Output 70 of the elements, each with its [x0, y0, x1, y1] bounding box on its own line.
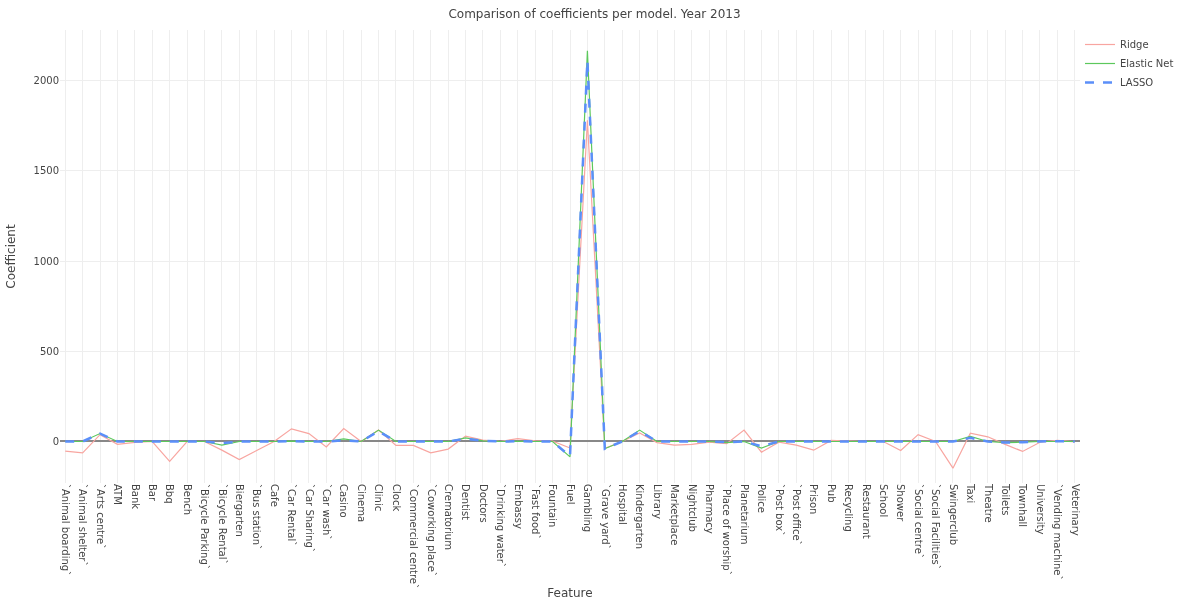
x-tick-label: `Bus station`	[251, 484, 263, 551]
x-tick-label: Planetarium	[738, 484, 750, 545]
x-tick-label: `Vending machine`	[1052, 484, 1064, 581]
x-tick-label: `Grave yard`	[599, 484, 611, 550]
x-tick-label: `Social Facilities`	[930, 484, 942, 570]
x-tick-label: Casino	[338, 484, 350, 518]
x-tick-label: Police	[756, 484, 768, 513]
y-axis-title: Coefficient	[3, 224, 18, 289]
x-axis-title: Feature	[547, 585, 593, 600]
y-tick-label: 2000	[33, 75, 59, 87]
x-tick-label: Library	[651, 484, 663, 520]
x-tick-label: `Car wash`	[321, 484, 333, 541]
y-tick-label: 0	[52, 435, 59, 447]
x-tick-label: University	[1034, 484, 1046, 535]
x-tick-label: Marketplace	[669, 484, 681, 546]
x-tick-label: Doctors	[477, 484, 489, 523]
x-tick-label: Theatre	[982, 483, 994, 523]
x-tick-label: Embassy	[512, 484, 524, 529]
x-tick-label: Shower	[895, 484, 907, 523]
y-tick-label: 1000	[33, 255, 59, 267]
x-tick-label: `Place of worship`	[721, 484, 733, 576]
x-tick-label: `Car Rental`	[286, 484, 298, 547]
x-tick-label: Toilets	[999, 483, 1011, 516]
x-tick-label: Gambling	[582, 484, 594, 533]
chart-title: Comparison of coefficients per model. Year 2013	[448, 6, 741, 21]
y-tick-label: 500	[39, 345, 59, 357]
x-tick-label: Fountain	[547, 484, 559, 528]
x-tick-label: Crematorium	[442, 484, 454, 550]
x-tick-label: Pub	[825, 484, 837, 503]
x-tick-label: Cinema	[355, 484, 367, 523]
x-tick-label: Fuel	[564, 484, 576, 505]
legend-label: Ridge	[1120, 39, 1149, 51]
x-tick-label: Bench	[181, 484, 193, 516]
x-tick-label: Restaurant	[860, 484, 872, 539]
x-tick-label: Recycling	[843, 484, 855, 532]
x-tick-label: Townhall	[1017, 483, 1029, 528]
x-tick-label: Bar	[147, 484, 158, 502]
x-tick-label: Bank	[129, 484, 141, 510]
x-tick-label: School	[878, 484, 890, 518]
x-tick-label: `Commercial centre`	[408, 484, 420, 589]
x-tick-label: Swingerclub	[947, 484, 959, 545]
x-tick-label: `Coworking place`	[425, 484, 437, 577]
x-tick-label: Clock	[390, 484, 402, 512]
x-tick-label: `Social centre`	[912, 484, 924, 559]
x-tick-label: Bbq	[164, 484, 176, 504]
x-tick-label: Kindergarten	[634, 484, 646, 550]
x-tick-label: `Bicycle Rental`	[216, 484, 228, 565]
x-tick-label: Prison	[808, 484, 820, 515]
x-tick-label: `Post box`	[773, 484, 785, 537]
x-tick-label: Biergarten	[234, 484, 246, 537]
x-tick-label: Veterinary	[1069, 484, 1081, 536]
x-tick-label: Hospital	[616, 484, 628, 525]
x-tick-label: `Arts centre`	[94, 484, 106, 550]
x-tick-label: `Car Sharing`	[303, 484, 315, 553]
legend-label: Elastic Net	[1120, 58, 1174, 70]
x-tick-label: Dentist	[460, 484, 472, 521]
x-tick-label: ATM	[112, 484, 124, 505]
x-tick-label: `Fast food`	[529, 484, 541, 540]
legend-label: LASSO	[1120, 77, 1154, 89]
x-tick-label: Taxi	[965, 483, 977, 504]
x-tick-label: Clinic	[373, 484, 385, 512]
x-tick-label: `Post office`	[791, 484, 803, 546]
x-tick-label: Nightclub	[686, 484, 698, 532]
x-tick-label: Cafe	[268, 484, 280, 507]
x-tick-label: `Drinking water`	[495, 484, 507, 568]
x-tick-label: Pharmacy	[704, 484, 715, 534]
x-tick-label: `Animal shelter`	[77, 484, 89, 567]
x-tick-label: `Animal boarding`	[59, 484, 71, 577]
x-tick-label: `Bicycle Parking`	[199, 484, 211, 570]
y-tick-label: 1500	[33, 165, 59, 177]
